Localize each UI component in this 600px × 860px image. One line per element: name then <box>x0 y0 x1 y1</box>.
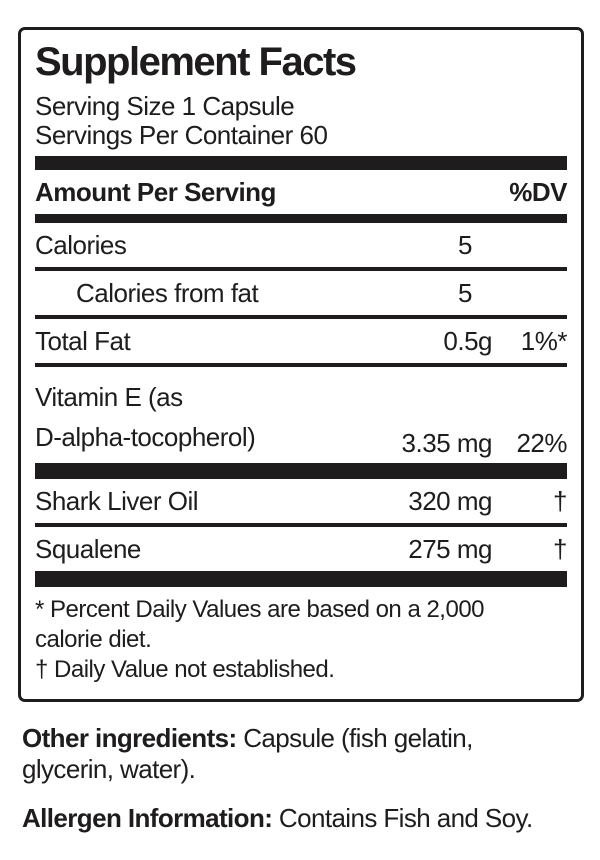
row-divider <box>35 363 567 367</box>
nutrient-amount: 0.5g <box>443 326 492 356</box>
footnote-daily-values-line2: calorie diet. <box>35 626 152 653</box>
panel-title: Supplement Facts <box>35 40 357 84</box>
nutrient-name: Squalene <box>35 534 141 564</box>
nutrient-amount: 320 mg <box>408 486 492 516</box>
nutrient-name: Calories from fat <box>76 278 259 308</box>
table-row-calories: Calories 5 <box>35 223 567 267</box>
other-ingredients: Other ingredients: Capsule (fish gelatin… <box>22 723 582 785</box>
row-divider <box>35 315 567 319</box>
amount-per-serving-header: Amount Per Serving <box>35 177 276 207</box>
servings-per-container: Servings Per Container 60 <box>35 120 328 150</box>
nutrient-amount: 5 <box>458 230 472 260</box>
nutrient-amount: 3.35 mg <box>401 428 493 458</box>
nutrient-dv: † <box>553 486 567 516</box>
table-row-squalene: Squalene 275 mg † <box>35 527 568 571</box>
allergen-information: Allergen Information: Contains Fish and … <box>22 803 582 834</box>
divider-bar-thick-bottom <box>35 571 567 587</box>
divider-bar-thick-middle <box>35 463 567 479</box>
allergen-information-text: Contains Fish and Soy. <box>278 803 533 833</box>
nutrient-dv: † <box>553 534 567 564</box>
nutrient-amount: 5 <box>458 278 472 308</box>
footnote-daily-values-line1: * Percent Daily Values are based on a 2,… <box>35 596 485 623</box>
below-panel-text: Other ingredients: Capsule (fish gelatin… <box>22 723 582 852</box>
nutrient-name: Calories <box>35 230 127 260</box>
other-ingredients-text-line2: glycerin, water). <box>22 754 196 784</box>
nutrient-amount: 275 mg <box>408 534 492 564</box>
divider-bar-medium <box>35 214 567 223</box>
nutrient-dv: 1%* <box>520 326 568 356</box>
other-ingredients-text-line1: Capsule (fish gelatin, <box>243 723 473 753</box>
row-divider <box>35 267 567 271</box>
table-row-vitamin-e: Vitamin E (as D-alpha-tocopherol) 3.35 m… <box>35 367 568 463</box>
table-row-shark-liver-oil: Shark Liver Oil 320 mg † <box>35 479 568 523</box>
percent-dv-header: %DV <box>509 177 567 207</box>
table-row-total-fat: Total Fat 0.5g 1%* <box>35 319 568 363</box>
nutrient-name-line1: Vitamin E (as <box>35 382 183 412</box>
nutrient-name: Shark Liver Oil <box>35 486 199 516</box>
nutrient-dv: 22% <box>516 428 567 458</box>
other-ingredients-label: Other ingredients: <box>22 723 237 753</box>
serving-size: Serving Size 1 Capsule <box>35 91 295 121</box>
footnote-dv-not-established: † Daily Value not established. <box>35 656 335 683</box>
column-header-row: Amount Per Serving %DV <box>35 170 567 214</box>
footnotes: * Percent Daily Values are based on a 2,… <box>35 595 567 685</box>
divider-bar-thick-top <box>35 156 567 170</box>
supplement-facts-panel: Supplement Facts Serving Size 1 Capsule … <box>18 27 584 702</box>
row-divider <box>35 523 567 527</box>
nutrient-name: Total Fat <box>35 326 131 356</box>
table-row-calories-from-fat: Calories from fat 5 <box>35 271 567 315</box>
nutrient-name: Vitamin E (as D-alpha-tocopherol) <box>35 377 372 457</box>
nutrient-name-line2: D-alpha-tocopherol) <box>35 422 256 452</box>
allergen-information-label: Allergen Information: <box>22 803 273 833</box>
